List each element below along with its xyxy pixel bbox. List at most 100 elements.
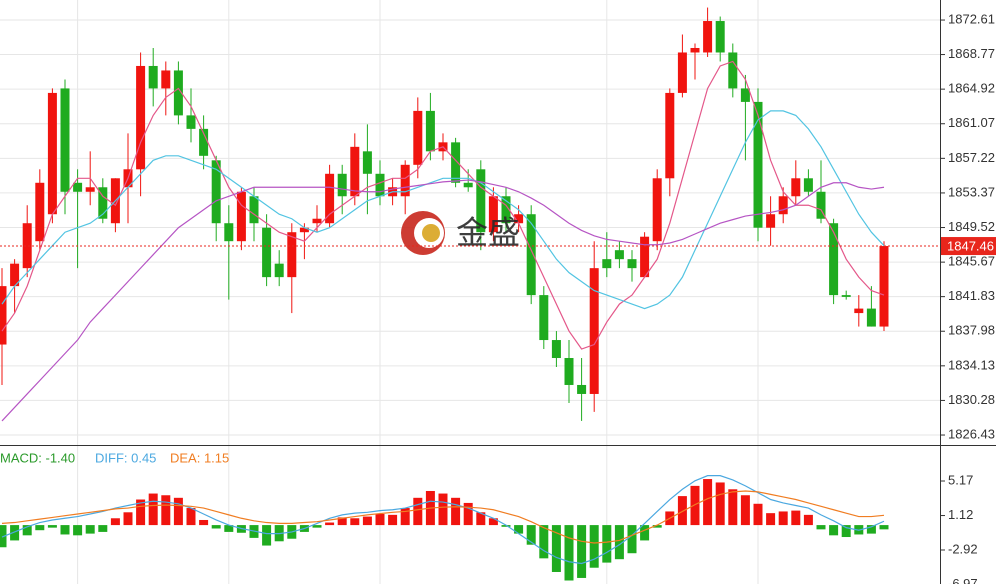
- macd-bar: [677, 496, 687, 526]
- y-tick-label: 5.17: [948, 472, 973, 487]
- macd-bar: [161, 495, 171, 526]
- macd-bar: [22, 525, 32, 536]
- macd-bar: [539, 525, 549, 559]
- y-tick-label: 1837.98: [948, 323, 995, 338]
- macd-bar: [614, 525, 624, 560]
- candle-body: [551, 340, 561, 359]
- candle-body: [753, 101, 763, 228]
- macd-bar: [766, 513, 776, 526]
- candle-body: [236, 191, 246, 242]
- y-tick-label: 1834.13: [948, 357, 995, 372]
- candle-body: [589, 268, 599, 394]
- macd-bar: [173, 497, 183, 526]
- candle-body: [866, 308, 876, 327]
- macd-bar: [388, 514, 398, 526]
- candle-body: [337, 173, 347, 197]
- candle-body: [577, 384, 587, 394]
- candle-body: [262, 227, 272, 278]
- macd-bar: [577, 525, 587, 578]
- candle-body: [22, 223, 32, 269]
- macd-bar: [803, 514, 813, 526]
- macd-bar: [690, 485, 700, 526]
- macd-bar: [110, 518, 120, 526]
- line: [1, 60, 885, 350]
- macd-bar: [627, 525, 637, 554]
- macd-bar: [312, 525, 322, 528]
- candle-body: [879, 246, 889, 327]
- line: [1, 475, 885, 565]
- watermark-logo: [422, 224, 440, 242]
- macd-bar: [791, 510, 801, 526]
- candle-body: [287, 232, 297, 278]
- candle-body: [652, 178, 662, 242]
- macd-bar: [438, 493, 448, 526]
- macd-bar: [488, 518, 498, 526]
- macd-bar: [640, 525, 650, 541]
- candle-body: [173, 70, 183, 116]
- macd-bar: [652, 525, 662, 528]
- macd-bar: [703, 479, 713, 526]
- y-tick-label: 1845.67: [948, 254, 995, 269]
- macd-bar: [400, 508, 410, 526]
- candle-body: [350, 146, 360, 197]
- macd-bar: [350, 518, 360, 526]
- y-tick-label: 1864.92: [948, 81, 995, 96]
- y-tick-label: 1849.52: [948, 219, 995, 234]
- candle-body: [564, 358, 574, 385]
- candle-body: [35, 182, 45, 242]
- candle-body: [47, 92, 57, 215]
- candle-body: [224, 223, 234, 242]
- macd-bar: [778, 511, 788, 526]
- y-tick-label: 1857.22: [948, 150, 995, 165]
- candle-body: [488, 196, 498, 233]
- y-tick-label: -6.97: [948, 576, 978, 584]
- candle-body: [413, 110, 423, 165]
- candle-body: [816, 191, 826, 219]
- candle-body: [249, 196, 259, 224]
- candle-body: [854, 308, 864, 314]
- macd-bar: [47, 525, 57, 528]
- candle-body: [690, 47, 700, 53]
- macd-bar: [476, 512, 486, 526]
- macd-bar: [325, 522, 335, 526]
- macd-bar: [829, 525, 839, 536]
- y-tick-label: 1853.37: [948, 184, 995, 199]
- macd-bar: [451, 497, 461, 526]
- candle-body: [186, 115, 196, 129]
- legend-entry: MACD: -1.40: [0, 450, 75, 465]
- candle-body: [841, 295, 851, 297]
- candle-body: [211, 160, 221, 224]
- candle-body: [715, 21, 725, 53]
- line: [1, 110, 885, 310]
- candle-body: [98, 187, 108, 219]
- macd-bar: [526, 525, 536, 545]
- y-tick-label: 1830.28: [948, 392, 995, 407]
- macd-bar: [60, 525, 70, 535]
- candle-body: [274, 263, 284, 278]
- candle-body: [728, 52, 738, 89]
- macd-bar: [753, 503, 763, 526]
- candle-body: [451, 142, 461, 183]
- y-tick-label: 1868.77: [948, 46, 995, 61]
- candle-body: [400, 164, 410, 197]
- macd-bar: [73, 525, 83, 536]
- macd-bar: [501, 525, 511, 527]
- watermark-text: 金盛: [456, 214, 520, 250]
- macd-bar: [728, 489, 738, 526]
- candle-body: [829, 223, 839, 296]
- candle-body: [677, 52, 687, 93]
- candle-body: [362, 151, 372, 174]
- macd-bar: [224, 525, 234, 532]
- candle-body: [312, 218, 322, 224]
- candle-body: [463, 182, 473, 188]
- line: [1, 179, 885, 422]
- candle-body: [766, 214, 776, 228]
- macd-bar: [262, 525, 272, 546]
- macd-bar: [602, 525, 612, 563]
- macd-bar: [740, 495, 750, 526]
- macd-bar: [514, 525, 524, 534]
- macd-bar: [816, 525, 826, 530]
- watermark: 金盛: [401, 211, 520, 255]
- y-tick-label: 1826.43: [948, 426, 995, 441]
- candle-body: [148, 65, 158, 89]
